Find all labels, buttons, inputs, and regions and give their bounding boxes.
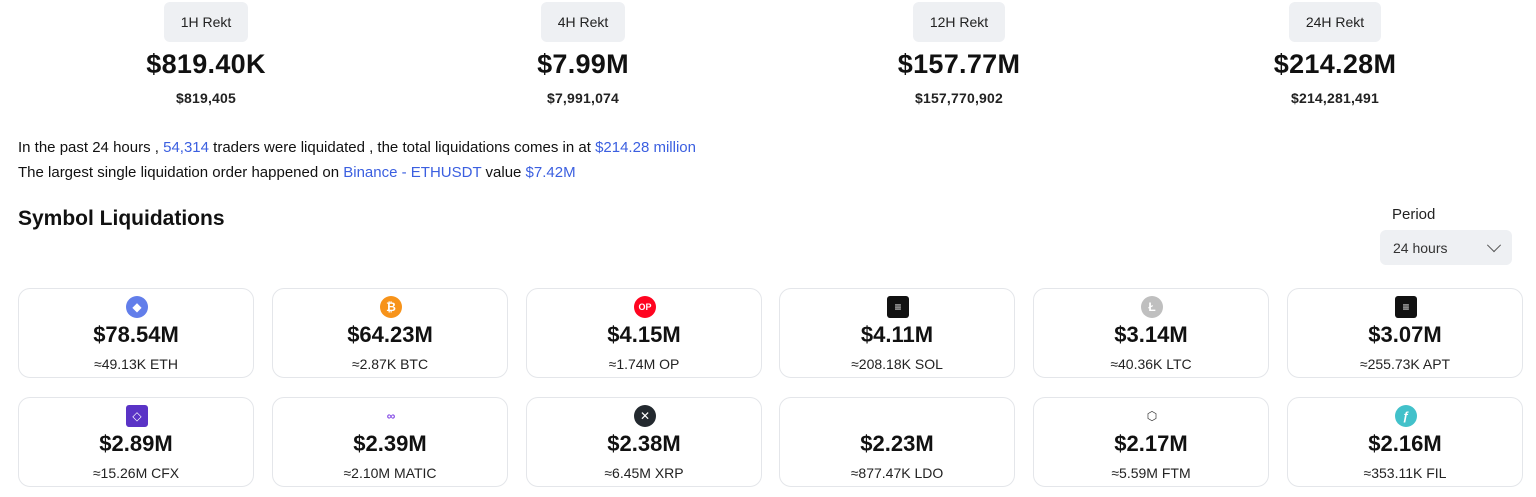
symbol-card[interactable]: ≡ $4.11M ≈208.18K SOL — [779, 288, 1015, 378]
fil-icon: ƒ — [1395, 405, 1417, 427]
rekt-exact-24h: $214,281,491 — [1290, 90, 1380, 106]
symbol-amount: ≈15.26M CFX — [92, 465, 180, 481]
summary-text: value — [485, 164, 522, 181]
ltc-icon: Ł — [1141, 296, 1163, 318]
symbol-card[interactable]: ⬡ $2.17M ≈5.59M FTM — [1033, 397, 1269, 487]
symbol-amount: ≈877.47K LDO — [850, 465, 944, 481]
summary-text: In the past 24 hours , — [18, 139, 159, 156]
rekt-value-4h: $7.99M — [537, 49, 629, 79]
section-title: Symbol Liquidations — [18, 207, 225, 230]
rekt-24h: 24H Rekt $214.28M $214,281,491 — [1185, 0, 1485, 106]
cfx-icon: ◇ — [126, 405, 148, 427]
symbol-value: $2.16M — [1368, 431, 1442, 456]
largest-order-value: $7.42M — [525, 164, 576, 181]
symbol-card[interactable]: ✕ $2.38M ≈6.45M XRP — [526, 397, 762, 487]
symbol-card[interactable]: OP $4.15M ≈1.74M OP — [526, 288, 762, 378]
sol-icon: ≡ — [887, 296, 909, 318]
symbol-amount: ≈255.73K APT — [1359, 356, 1451, 372]
symbol-value: $2.38M — [607, 431, 681, 456]
btc-icon: ₿ — [380, 296, 402, 318]
symbol-value: $2.89M — [99, 431, 173, 456]
rekt-tab-4h[interactable]: 4H Rekt — [540, 2, 626, 42]
symbol-amount: ≈5.59M FTM — [1111, 465, 1191, 481]
chevron-down-icon — [1486, 237, 1502, 252]
symbol-amount: ≈353.11K FIL — [1363, 465, 1447, 481]
symbol-amount: ≈2.10M MATIC — [343, 465, 437, 481]
symbol-amount: ≈40.36K LTC — [1110, 356, 1192, 372]
symbol-value: $4.15M — [607, 322, 681, 347]
rekt-4h: 4H Rekt $7.99M $7,991,074 — [433, 0, 733, 106]
symbol-value: $3.14M — [1114, 322, 1188, 347]
symbol-value: $4.11M — [860, 322, 934, 347]
liquidation-summary: In the past 24 hours , 54,314 traders we… — [18, 135, 696, 185]
rekt-value-1h: $819.40K — [146, 49, 266, 79]
symbol-amount: ≈208.18K SOL — [851, 356, 943, 372]
symbol-card[interactable]: ƒ $2.16M ≈353.11K FIL — [1287, 397, 1523, 487]
apt-icon: ≡ — [1395, 296, 1417, 318]
symbol-card[interactable]: ◆ $78.54M ≈49.13K ETH — [18, 288, 254, 378]
summary-line-2: The largest single liquidation order hap… — [18, 160, 696, 185]
summary-text: The largest single liquidation order hap… — [18, 164, 340, 181]
symbol-amount: ≈1.74M OP — [608, 356, 680, 372]
traders-count: 54,314 — [163, 139, 209, 156]
symbol-card[interactable]: $2.23M ≈877.47K LDO — [779, 397, 1015, 487]
rekt-tab-1h[interactable]: 1H Rekt — [163, 2, 249, 42]
symbol-value: $78.54M — [93, 322, 179, 347]
rekt-1h: 1H Rekt $819.40K $819,405 — [56, 0, 356, 106]
rekt-12h: 12H Rekt $157.77M $157,770,902 — [809, 0, 1109, 106]
symbol-card[interactable]: Ł $3.14M ≈40.36K LTC — [1033, 288, 1269, 378]
symbol-amount: ≈49.13K ETH — [94, 356, 178, 372]
largest-order-link[interactable]: Binance - ETHUSDT — [343, 164, 482, 181]
symbol-amount: ≈2.87K BTC — [351, 356, 429, 372]
period-selected: 24 hours — [1393, 239, 1448, 256]
summary-line-1: In the past 24 hours , 54,314 traders we… — [18, 135, 696, 160]
symbol-card[interactable]: ◇ $2.89M ≈15.26M CFX — [18, 397, 254, 487]
eth-icon: ◆ — [126, 296, 148, 318]
symbol-value: $2.23M — [860, 431, 934, 456]
ftm-icon: ⬡ — [1141, 405, 1163, 427]
symbol-amount: ≈6.45M XRP — [604, 465, 684, 481]
symbol-value: $2.39M — [353, 431, 427, 456]
rekt-value-24h: $214.28M — [1273, 49, 1397, 79]
total-liquidations: $214.28 million — [595, 139, 696, 156]
rekt-summary: 1H Rekt $819.40K $819,405 4H Rekt $7.99M… — [0, 0, 1536, 120]
symbol-card[interactable]: ∞ $2.39M ≈2.10M MATIC — [272, 397, 508, 487]
period-select[interactable]: 24 hours — [1380, 230, 1512, 265]
rekt-exact-1h: $819,405 — [176, 90, 236, 106]
symbol-card[interactable]: ₿ $64.23M ≈2.87K BTC — [272, 288, 508, 378]
period-label: Period — [1392, 206, 1436, 223]
rekt-tab-12h[interactable]: 12H Rekt — [912, 2, 1006, 42]
symbol-value: $2.17M — [1114, 431, 1188, 456]
xrp-icon: ✕ — [634, 405, 656, 427]
rekt-value-12h: $157.77M — [897, 49, 1021, 79]
symbol-card[interactable]: ≡ $3.07M ≈255.73K APT — [1287, 288, 1523, 378]
ldo-icon — [887, 405, 909, 427]
rekt-exact-4h: $7,991,074 — [546, 90, 620, 106]
matic-icon: ∞ — [380, 405, 402, 427]
rekt-tab-24h[interactable]: 24H Rekt — [1288, 2, 1382, 42]
symbol-value: $64.23M — [347, 322, 433, 347]
rekt-exact-12h: $157,770,902 — [914, 90, 1004, 106]
op-icon: OP — [634, 296, 656, 318]
summary-text: traders were liquidated , the total liqu… — [213, 139, 591, 156]
symbol-value: $3.07M — [1368, 322, 1442, 347]
